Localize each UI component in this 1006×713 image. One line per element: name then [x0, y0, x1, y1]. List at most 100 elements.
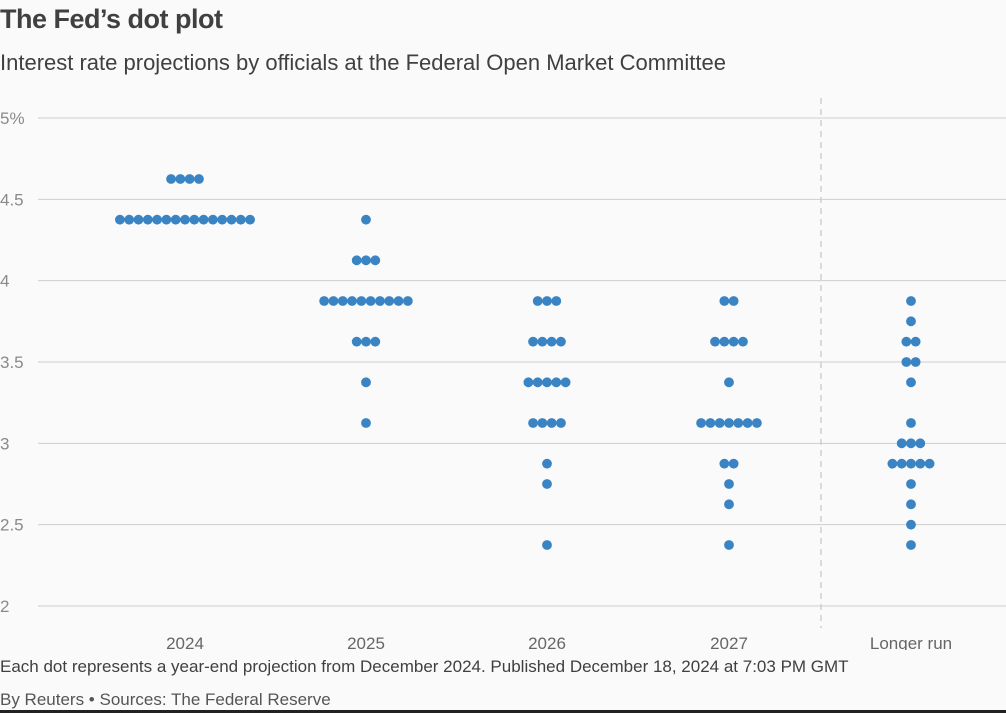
projection-dot — [361, 377, 371, 388]
projection-dot — [370, 255, 381, 266]
projection-dot — [337, 296, 348, 306]
projection-dot — [556, 418, 566, 428]
x-tick-label: 2024 — [166, 634, 204, 650]
projection-dot — [906, 418, 916, 428]
projection-dot — [896, 438, 907, 449]
projection-dot — [724, 418, 734, 428]
projection-dot — [705, 418, 716, 428]
projection-dot — [217, 214, 228, 225]
dot-plot-chart: 5% 4.5 4 3.5 3 2.5 2 2024 2025 2026 2027 Longer run — [0, 98, 1006, 650]
projection-dot — [724, 377, 734, 388]
projection-dot — [365, 296, 376, 306]
projection-dot — [133, 214, 144, 225]
projection-dot — [532, 377, 543, 388]
projection-dot — [194, 174, 204, 184]
projection-dot — [546, 336, 557, 347]
projection-dot — [542, 458, 552, 469]
projection-dot — [537, 418, 548, 428]
projection-dot — [906, 479, 916, 489]
projection-dot — [198, 214, 209, 225]
projection-dot — [910, 336, 921, 347]
projection-dot — [901, 357, 912, 367]
projection-dot — [152, 214, 163, 225]
projection-dot — [915, 438, 926, 449]
projection-dot — [161, 214, 172, 225]
projection-dot — [319, 296, 330, 306]
projection-dot — [887, 458, 898, 469]
projection-dot — [906, 519, 916, 530]
x-tick-label: Longer run — [870, 634, 952, 650]
projection-dot — [896, 458, 907, 469]
projection-dot — [924, 458, 935, 469]
y-tick-label: 4 — [0, 272, 9, 291]
x-tick-label: 2025 — [347, 634, 385, 650]
projection-dot — [375, 296, 385, 306]
projection-dot — [528, 336, 538, 347]
projection-dot — [170, 214, 181, 225]
projection-dot — [906, 377, 916, 388]
y-tick-label: 3.5 — [0, 353, 24, 372]
projection-dot — [910, 357, 921, 367]
projection-dot — [532, 296, 543, 306]
bottom-rule — [0, 710, 1006, 713]
projection-dot — [906, 540, 916, 550]
projection-dot — [142, 214, 153, 225]
projection-dot — [542, 540, 552, 550]
projection-dot — [370, 336, 381, 347]
x-tick-label: 2027 — [710, 634, 748, 650]
projection-dot — [124, 214, 135, 225]
projection-dot — [402, 296, 413, 306]
projection-dot — [560, 377, 571, 388]
projection-dot — [528, 418, 538, 428]
projection-dot — [226, 214, 237, 225]
projection-dot — [733, 418, 744, 428]
projection-dot — [189, 214, 200, 225]
projection-dot — [719, 296, 730, 306]
projection-dot — [361, 336, 371, 347]
projection-dot — [906, 438, 916, 449]
projection-dot — [184, 174, 195, 184]
projection-dot — [393, 296, 404, 306]
x-tick-label: 2026 — [528, 634, 566, 650]
projection-dot — [351, 336, 362, 347]
projection-dot — [361, 214, 371, 225]
projection-dot — [175, 174, 186, 184]
projection-dot — [906, 316, 916, 327]
projection-dot — [696, 418, 706, 428]
chart-source: By Reuters • Sources: The Federal Reserv… — [0, 690, 331, 709]
chart-subtitle: Interest rate projections by officials a… — [0, 50, 726, 75]
projection-dot — [245, 214, 256, 225]
projection-dot — [742, 418, 753, 428]
projection-dot — [906, 296, 916, 306]
projection-dot — [752, 418, 762, 428]
y-tick-label: 4.5 — [0, 190, 24, 209]
projection-dot — [235, 214, 246, 225]
y-tick-label: 2 — [0, 597, 9, 616]
projection-dot — [542, 479, 552, 489]
projection-dot — [347, 296, 357, 306]
projection-dot — [915, 458, 926, 469]
projection-dot — [546, 418, 557, 428]
projection-dot — [556, 336, 566, 347]
projection-dot — [361, 255, 371, 266]
projection-dot — [906, 458, 916, 469]
projection-dot — [901, 336, 912, 347]
chart-title: The Fed’s dot plot — [0, 4, 223, 34]
projection-dot — [542, 377, 552, 388]
projection-dot — [361, 418, 371, 428]
projection-dot — [180, 214, 190, 225]
projection-dot — [728, 458, 739, 469]
projection-dot — [115, 214, 125, 225]
projection-dot — [384, 296, 395, 306]
projection-dot — [356, 296, 367, 306]
projection-dot — [728, 336, 739, 347]
projection-dot — [724, 540, 734, 550]
projection-dot — [523, 377, 534, 388]
chart-note: Each dot represents a year-end projectio… — [0, 657, 849, 676]
projection-dot — [208, 214, 218, 225]
projection-dot — [328, 296, 339, 306]
projection-dot — [719, 458, 730, 469]
projection-dot — [728, 296, 739, 306]
projection-dot — [551, 377, 562, 388]
projection-dot — [351, 255, 362, 266]
